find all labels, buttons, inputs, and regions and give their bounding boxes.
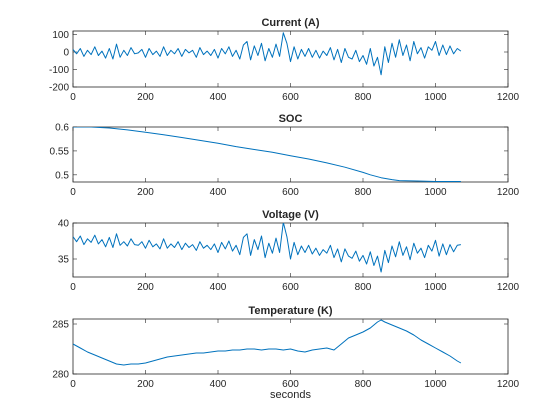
x-tick-label: 0 [70, 379, 76, 390]
series-line-1 [73, 223, 461, 273]
chart-title: Voltage (V) [262, 209, 319, 221]
axes-box [72, 126, 509, 183]
x-tick-label: 0 [70, 282, 76, 293]
x-tick-label: 400 [210, 187, 227, 198]
x-tick-label: 800 [355, 92, 372, 103]
x-tick-label: 800 [355, 379, 372, 390]
x-tick-label: 200 [137, 379, 154, 390]
x-tick-label: 1000 [424, 379, 447, 390]
x-tick-label: 1000 [424, 282, 447, 293]
chart-title: Current (A) [261, 17, 319, 29]
x-tick-label: 200 [137, 282, 154, 293]
x-tick-label: 1000 [424, 187, 447, 198]
x-tick-label: 1000 [424, 92, 447, 103]
y-tick-label: 285 [52, 320, 69, 331]
x-tick-label: 600 [282, 187, 299, 198]
y-tick-label: 280 [52, 370, 69, 381]
y-tick-label: 0.6 [55, 123, 69, 134]
x-tick-label: 1200 [497, 379, 520, 390]
x-tick-label: 1200 [497, 187, 520, 198]
x-tick-label: 400 [210, 379, 227, 390]
x-tick-label: 800 [355, 282, 372, 293]
x-tick-label: 200 [137, 92, 154, 103]
x-tick-label: 400 [210, 282, 227, 293]
x-tick-label: 1200 [497, 92, 520, 103]
subplot-2: SOC 0 200 400 600 800 1000 1200 0.6 0.55 0.5 [50, 113, 520, 198]
y-tick-label: 0.5 [55, 170, 69, 181]
x-tick-label: 1200 [497, 282, 520, 293]
series-line-1 [73, 32, 462, 76]
y-tick-label: 35 [58, 255, 70, 266]
y-tick-label: -200 [49, 83, 69, 94]
series-line-1 [73, 319, 462, 366]
y-tick-label: -100 [49, 65, 69, 76]
chart-title: Temperature (K) [248, 305, 332, 317]
x-tick-label: 600 [282, 379, 299, 390]
x-tick-label: 200 [137, 187, 154, 198]
subplot-1: Current (A)0 200 400 600 800 1000 12001000-100… [49, 17, 520, 103]
x-tick-label: 600 [282, 92, 299, 103]
axes-box [72, 318, 509, 375]
subplot-3: Voltage (V) 0 200 400 600 800 1000 1200 40 35 [58, 209, 520, 293]
y-tick-label: 0.55 [50, 146, 70, 157]
chart-title: SOC [279, 113, 303, 125]
x-tick-label: 0 [70, 92, 76, 103]
axes-box [72, 30, 509, 88]
x-tick-label: 400 [210, 92, 227, 103]
series-line-1 [73, 127, 461, 182]
y-tick-label: 40 [58, 219, 70, 230]
y-tick-label: 100 [52, 30, 69, 41]
axes-box [72, 222, 509, 278]
x-axis-label: seconds [270, 389, 311, 401]
y-tick-label: 0 [63, 48, 69, 59]
subplot-4: Temperature (K) 0 200 400 600 800 1000 1200 285 2… [52, 305, 519, 401]
x-tick-label: 600 [282, 282, 299, 293]
x-tick-label: 800 [355, 187, 372, 198]
x-tick-label: 0 [70, 187, 76, 198]
